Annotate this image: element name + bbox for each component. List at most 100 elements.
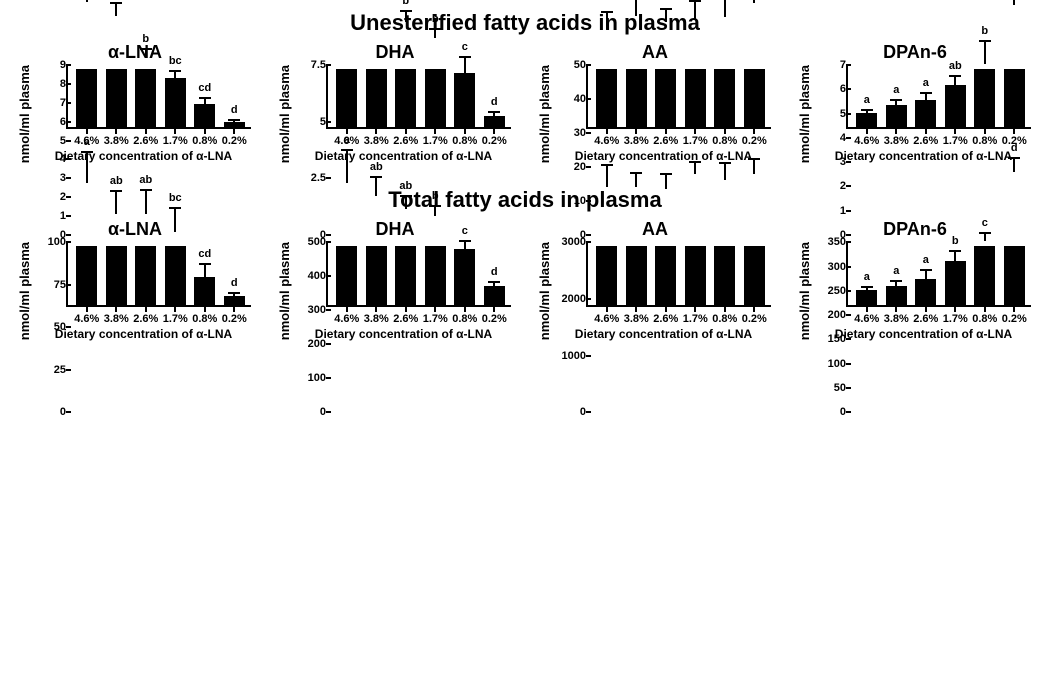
error-cap xyxy=(400,195,412,197)
bar xyxy=(655,69,676,127)
bar xyxy=(336,246,357,304)
bar xyxy=(454,249,475,305)
x-tick: 1.7% xyxy=(421,307,451,325)
error-cap xyxy=(429,28,441,30)
error-bar xyxy=(606,12,608,28)
x-tick: 0.8% xyxy=(970,129,1000,147)
y-tick: 1000 xyxy=(552,349,586,363)
significance-label: ab xyxy=(949,60,962,72)
y-tick: 5 xyxy=(812,107,846,121)
y-tick: 0 xyxy=(32,405,66,419)
bars: aababbccdd xyxy=(72,246,249,304)
error-cap xyxy=(228,292,240,294)
x-axis-label: Dietary concentration of α-LNA xyxy=(292,149,515,163)
bar xyxy=(915,100,936,127)
bars xyxy=(592,69,769,127)
error-cap xyxy=(110,190,122,192)
plot-area: 0123456789aabbccdd xyxy=(32,65,255,129)
error-bar xyxy=(665,174,667,188)
bar xyxy=(224,296,245,304)
y-tick: 5 xyxy=(292,115,326,129)
error-bar xyxy=(464,57,466,72)
error-cap xyxy=(400,10,412,12)
x-tick: 1.7% xyxy=(681,307,711,325)
y-tick: 0 xyxy=(292,405,326,419)
bar xyxy=(165,246,186,304)
bar-slot: d xyxy=(1000,246,1030,304)
error-cap xyxy=(660,8,672,10)
significance-label: ab xyxy=(399,180,412,192)
error-bar xyxy=(724,163,726,180)
error-bar xyxy=(115,3,117,16)
significance-label: a xyxy=(84,136,90,148)
error-bar xyxy=(694,162,696,175)
x-tick: 2.6% xyxy=(131,129,161,147)
y-axis-label: nmol/ml plasma xyxy=(795,65,812,163)
y-tick: 7.5 xyxy=(292,58,326,72)
bar-slot: a xyxy=(852,246,882,304)
y-tick: 250 xyxy=(812,284,846,298)
bar xyxy=(395,246,416,304)
error-bar xyxy=(434,206,436,216)
bar xyxy=(626,246,647,304)
bar xyxy=(1004,69,1025,127)
bar-slot: a xyxy=(852,69,882,127)
y-tick: 50 xyxy=(552,58,586,72)
chart-title: α-LNA xyxy=(108,42,162,63)
plot-area: 01020304050 xyxy=(552,65,775,129)
plot-area: 0255075100aababbccdd xyxy=(32,242,255,306)
error-cap xyxy=(949,250,961,252)
y-tick: 2.5 xyxy=(292,171,326,185)
error-bar xyxy=(1013,0,1015,5)
chart-title: DHA xyxy=(376,219,415,240)
bar-slot: b xyxy=(421,246,451,304)
error-cap xyxy=(228,119,240,121)
bar-slot: b xyxy=(941,246,971,304)
chart-body: nmol/ml plasma010203040504.6%3.8%2.6%1.7… xyxy=(535,65,775,163)
x-tick: 2.6% xyxy=(911,307,941,325)
x-tick: 4.6% xyxy=(852,129,882,147)
y-axis-label: nmol/ml plasma xyxy=(15,65,32,163)
y-tick: 25 xyxy=(32,363,66,377)
bar-slot xyxy=(592,246,622,304)
error-cap xyxy=(920,92,932,94)
bar-slot: bc xyxy=(161,69,191,127)
bar xyxy=(744,246,765,304)
plot-area: 050100150200250300350aaabcd xyxy=(812,242,1035,306)
bar-slot xyxy=(740,69,770,127)
error-cap xyxy=(719,162,731,164)
error-cap xyxy=(488,281,500,283)
error-bar xyxy=(724,0,726,17)
significance-label: ab xyxy=(139,174,152,186)
y-tick: 30 xyxy=(552,126,586,140)
x-tick: 0.8% xyxy=(190,307,220,325)
error-bar xyxy=(86,0,88,2)
y-tick: 3000 xyxy=(552,235,586,249)
x-tick: 0.2% xyxy=(220,307,250,325)
error-bar xyxy=(346,150,348,183)
error-cap xyxy=(890,99,902,101)
chart-row-2: α-LNAnmol/ml plasma0255075100aababbccdd4… xyxy=(10,219,1040,340)
x-tick: 0.8% xyxy=(450,307,480,325)
bar xyxy=(106,69,127,127)
error-cap xyxy=(689,161,701,163)
significance-label: d xyxy=(491,266,498,278)
significance-label: b xyxy=(952,235,959,247)
bar xyxy=(596,246,617,304)
bar-slot xyxy=(710,69,740,127)
error-cap xyxy=(601,164,613,166)
y-tick: 2000 xyxy=(552,292,586,306)
bar xyxy=(974,246,995,304)
error-bar xyxy=(984,233,986,241)
bar-slot xyxy=(681,69,711,127)
x-tick: 0.2% xyxy=(480,307,510,325)
x-tick: 3.8% xyxy=(362,307,392,325)
x-tick: 0.8% xyxy=(190,129,220,147)
chart-block: DHAnmol/ml plasma02.557.5aabbcd4.6%3.8%2… xyxy=(275,42,515,163)
significance-label: bc xyxy=(169,192,182,204)
error-cap xyxy=(949,75,961,77)
significance-label: ab xyxy=(110,175,123,187)
bar xyxy=(886,105,907,127)
chart-block: DHAnmol/ml plasma0100200300400500aababbc… xyxy=(275,219,515,340)
bar-slot: d xyxy=(480,246,510,304)
